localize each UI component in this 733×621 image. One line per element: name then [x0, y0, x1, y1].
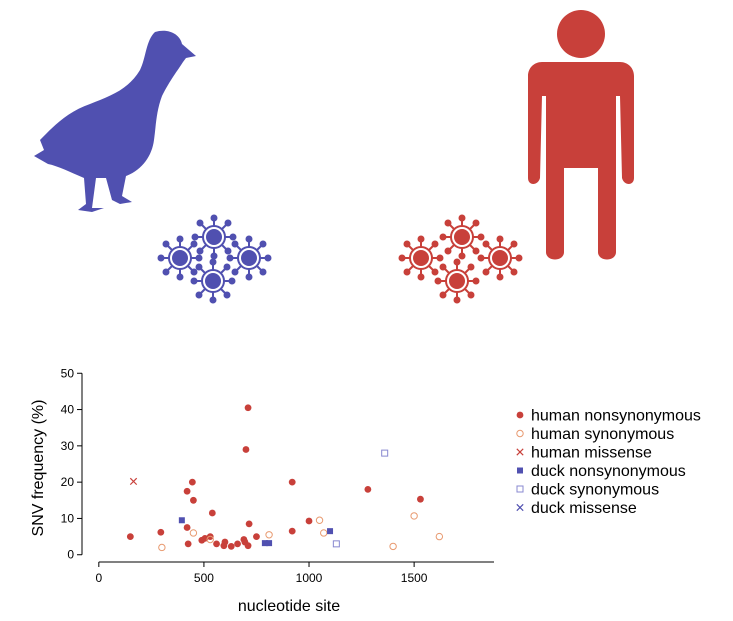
legend-marker	[516, 411, 524, 419]
virus-icon	[226, 235, 272, 281]
data-point	[129, 477, 138, 486]
data-point	[389, 542, 397, 551]
data-points	[126, 404, 444, 552]
duck-virus-cluster	[157, 214, 272, 304]
x-axis-label: nucleotide site	[238, 598, 340, 615]
data-point	[315, 516, 324, 524]
data-point	[253, 533, 260, 540]
x-tick-label: 500	[194, 571, 214, 585]
virus-icon	[477, 235, 523, 281]
legend-entry: human nonsynonymous	[531, 408, 701, 425]
data-point	[417, 495, 424, 503]
y-ticks: 0 10 20 30 40 50	[61, 366, 82, 562]
y-tick-label: 0	[67, 548, 74, 562]
y-tick-label: 50	[61, 366, 75, 380]
data-point	[188, 478, 196, 486]
legend-entry: duck missense	[531, 500, 637, 517]
legend-entry: human synonymous	[531, 426, 674, 443]
data-point	[435, 532, 444, 541]
data-point	[221, 538, 229, 546]
data-point	[245, 520, 253, 528]
x-tick-label: 1000	[296, 571, 323, 585]
data-point	[208, 509, 216, 517]
data-point	[190, 496, 197, 504]
human-icon	[528, 10, 634, 260]
virus-icon	[191, 214, 237, 260]
legend-marker	[516, 503, 524, 512]
legend-entry: duck synonymous	[531, 482, 659, 499]
legend-marker	[516, 485, 524, 493]
x-ticks: 0 500 1000 1500	[95, 562, 428, 585]
virus-icon	[434, 258, 480, 304]
data-point	[158, 543, 166, 552]
y-tick-label: 30	[61, 439, 75, 453]
virus-icon	[190, 258, 236, 304]
data-point	[410, 512, 418, 520]
data-point	[234, 540, 241, 548]
data-point	[126, 533, 134, 540]
virus-icon	[439, 214, 485, 260]
data-point	[227, 542, 235, 550]
data-point	[213, 540, 220, 548]
data-point	[288, 527, 296, 535]
scatter-chart: 0 10 20 30 40 50 0 500 1000 1500 SNV frequency (…	[30, 366, 701, 615]
legend-marker	[517, 467, 523, 474]
data-point	[320, 529, 328, 537]
data-point	[305, 517, 313, 525]
x-tick-label: 1500	[401, 571, 428, 585]
x-tick-label: 0	[95, 571, 102, 585]
virus-icon	[157, 235, 203, 281]
data-point	[332, 540, 340, 548]
virus-icon	[398, 235, 444, 281]
duck-icon	[34, 30, 196, 213]
data-point	[242, 446, 250, 453]
data-point	[183, 524, 191, 531]
legend-marker	[516, 429, 524, 438]
human-virus-cluster	[398, 214, 523, 304]
y-axis-label: SNV frequency (%)	[30, 400, 47, 537]
y-tick-label: 10	[61, 511, 75, 525]
data-point	[184, 540, 192, 548]
data-point	[266, 540, 273, 547]
data-point	[183, 487, 191, 495]
data-point	[261, 540, 268, 547]
data-point	[244, 542, 252, 550]
legend-marker	[516, 448, 524, 456]
data-point	[327, 528, 334, 535]
legend-entry: human missense	[531, 445, 652, 462]
y-tick-label: 40	[61, 403, 75, 417]
data-point	[206, 535, 214, 544]
data-point	[364, 486, 372, 493]
legend-entry: duck nonsynonymous	[531, 463, 686, 480]
y-tick-label: 20	[61, 475, 75, 489]
data-point	[288, 478, 296, 486]
data-point	[157, 528, 165, 536]
data-point	[178, 517, 185, 524]
data-point	[381, 449, 389, 457]
data-point	[189, 529, 198, 537]
data-point	[265, 531, 273, 539]
data-point	[244, 404, 252, 412]
